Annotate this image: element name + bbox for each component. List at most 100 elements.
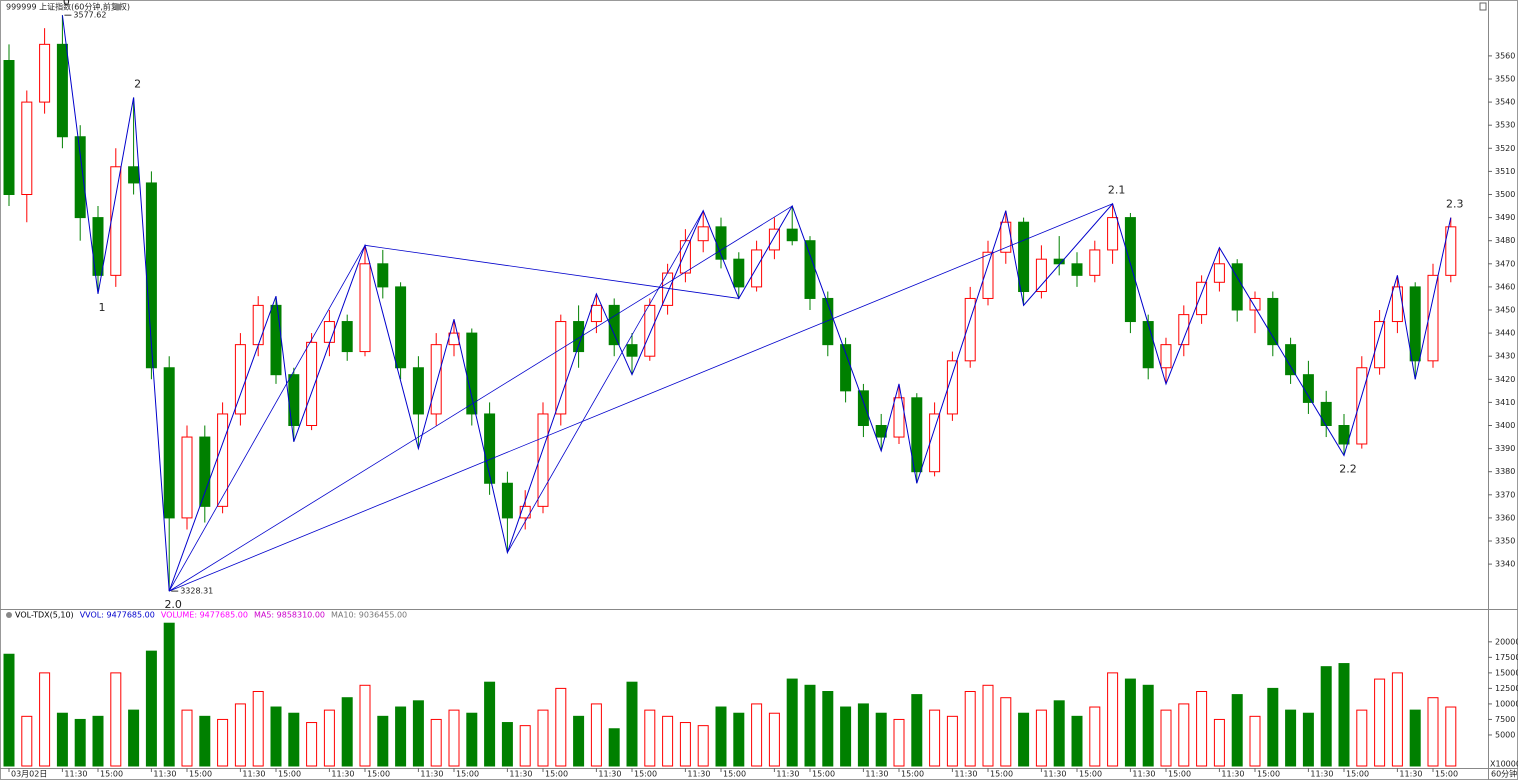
volume-bar bbox=[1267, 687, 1279, 767]
x-tick-label: 11:30 bbox=[153, 770, 176, 779]
candle-body bbox=[1231, 263, 1243, 311]
candle-body bbox=[1338, 425, 1350, 445]
candle-body bbox=[92, 217, 104, 276]
extreme-label: 3577.62 bbox=[73, 11, 106, 20]
y-tick-label: 3500 bbox=[1495, 190, 1515, 199]
candle-body bbox=[893, 397, 905, 438]
x-tick-label: 11:30 bbox=[598, 770, 621, 779]
volume-bar bbox=[252, 691, 264, 767]
candle-body bbox=[1213, 263, 1225, 283]
candle-body bbox=[1285, 344, 1297, 376]
volume-bar bbox=[1160, 709, 1172, 767]
volume-bar bbox=[1338, 663, 1350, 767]
candle-body bbox=[199, 436, 211, 507]
candle-body bbox=[74, 136, 86, 219]
volume-bar bbox=[1374, 678, 1386, 767]
x-tick-label: 15:00 bbox=[1168, 770, 1191, 779]
trendline bbox=[507, 210, 704, 553]
candle-body bbox=[644, 304, 656, 357]
candle-body bbox=[1196, 281, 1208, 316]
y-tick-label: 3360 bbox=[1495, 513, 1515, 522]
volume-bar bbox=[217, 718, 229, 767]
candle-body bbox=[1445, 226, 1457, 276]
candle-body bbox=[1107, 217, 1119, 251]
y-tick-label: 3430 bbox=[1495, 352, 1515, 361]
extreme-label: 3328.31 bbox=[180, 587, 213, 596]
volume-bar bbox=[377, 715, 389, 767]
volume-bar bbox=[1356, 709, 1368, 767]
trendline bbox=[168, 205, 793, 592]
candle-body bbox=[1374, 321, 1386, 369]
volume-bar bbox=[1302, 712, 1314, 767]
legend-entry: VOLUME: 9477685.00 bbox=[161, 611, 248, 620]
volume-bar bbox=[697, 725, 709, 767]
volume-bar bbox=[537, 709, 549, 767]
unit-label: X10000 bbox=[1490, 760, 1518, 769]
candle-body bbox=[733, 258, 745, 288]
y-tick-label: 5000 bbox=[1495, 730, 1515, 739]
legend-icon bbox=[6, 612, 12, 618]
candle-body bbox=[110, 166, 122, 276]
volume-bar bbox=[234, 703, 246, 767]
volume-bar bbox=[1178, 703, 1190, 767]
candle-body bbox=[697, 226, 709, 242]
candle-body bbox=[608, 304, 620, 346]
volume-bar bbox=[484, 681, 496, 767]
candle-body bbox=[1249, 297, 1261, 311]
y-tick-label: 3550 bbox=[1495, 74, 1515, 83]
y-tick-label: 3380 bbox=[1495, 467, 1515, 476]
trendline bbox=[169, 203, 1113, 592]
y-tick-label: 3450 bbox=[1495, 306, 1515, 315]
x-tick-label: 11:30 bbox=[1399, 770, 1422, 779]
x-tick-label: 03月02日 bbox=[11, 770, 47, 779]
y-tick-label: 7500 bbox=[1495, 715, 1515, 724]
candle-body bbox=[822, 297, 834, 346]
y-tick-label: 3480 bbox=[1495, 236, 1515, 245]
y-tick-label: 3560 bbox=[1495, 51, 1515, 60]
chart-title: 999999 上证指数(60分钟,前复权) bbox=[6, 2, 130, 12]
candle-body bbox=[768, 228, 780, 251]
volume-bar bbox=[733, 712, 745, 767]
volume-bar bbox=[946, 715, 958, 767]
volume-bar bbox=[1107, 672, 1119, 767]
title-icon[interactable] bbox=[114, 3, 122, 11]
volume-bar bbox=[1427, 697, 1439, 767]
candle-body bbox=[857, 390, 869, 427]
y-tick-label: 3510 bbox=[1495, 167, 1515, 176]
x-tick-label: 15:00 bbox=[990, 770, 1013, 779]
y-tick-label: 3460 bbox=[1495, 282, 1515, 291]
candle-body bbox=[412, 367, 424, 415]
volume-bar bbox=[679, 722, 691, 767]
candle-body bbox=[128, 166, 140, 184]
candle-body bbox=[1302, 374, 1314, 403]
x-tick-label: 15:00 bbox=[723, 770, 746, 779]
candle-body bbox=[1035, 258, 1047, 293]
volume-bar bbox=[341, 697, 353, 767]
y-tick-label: 15000 bbox=[1495, 668, 1518, 677]
x-tick-label: 11:30 bbox=[1310, 770, 1333, 779]
x-tick-label: 15:00 bbox=[1079, 770, 1102, 779]
volume-bar bbox=[306, 722, 318, 767]
x-tick-label: 11:30 bbox=[1221, 770, 1244, 779]
x-tick-label: 15:00 bbox=[901, 770, 924, 779]
wave-label: 2.1 bbox=[1108, 184, 1126, 197]
wave-label: 2 bbox=[134, 77, 141, 90]
volume-bar bbox=[840, 706, 852, 767]
x-tick-label: 11:30 bbox=[331, 770, 354, 779]
window-icon[interactable] bbox=[1479, 2, 1487, 11]
y-tick-label: 3470 bbox=[1495, 259, 1515, 268]
volume-bar bbox=[555, 687, 567, 767]
candle-body bbox=[573, 321, 585, 353]
volume-bar bbox=[1196, 691, 1208, 767]
y-tick-label: 3390 bbox=[1495, 444, 1515, 453]
candle-body bbox=[359, 263, 371, 353]
volume-bar bbox=[1071, 715, 1083, 767]
candle-body bbox=[946, 360, 958, 415]
x-tick-label: 15:00 bbox=[545, 770, 568, 779]
candle-body bbox=[306, 341, 318, 427]
volume-bar bbox=[323, 709, 335, 767]
candle-body bbox=[252, 304, 264, 346]
y-tick-label: 3340 bbox=[1495, 560, 1515, 569]
volume-bar bbox=[501, 722, 513, 767]
